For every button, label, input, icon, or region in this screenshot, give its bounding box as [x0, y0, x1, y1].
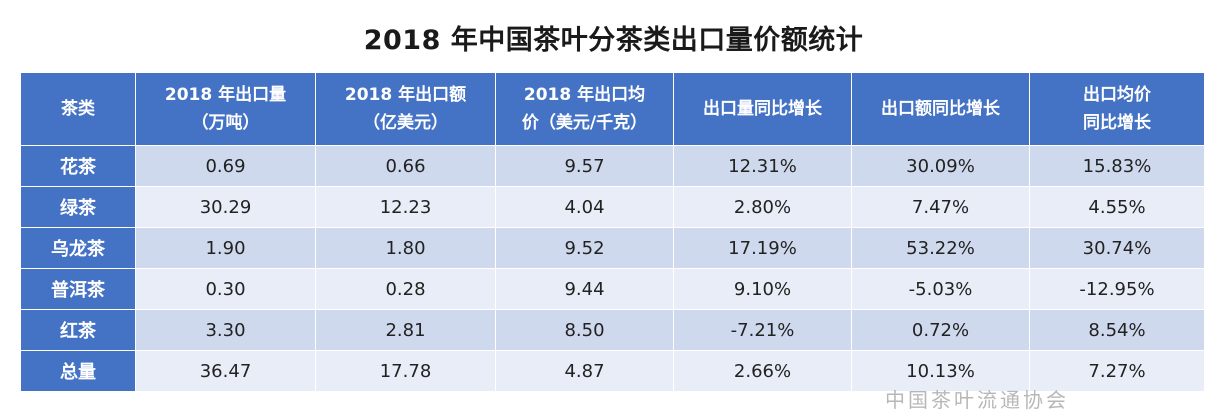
table-cell: -5.03% [851, 268, 1030, 310]
table-cell: 4.55% [1029, 186, 1205, 228]
column-header-label: 2018 年出口额 [344, 85, 467, 105]
column-header-label: 2018 年出口均 [523, 85, 646, 105]
table-cell: 8.54% [1029, 309, 1205, 351]
table-cell: 17.19% [673, 227, 852, 269]
table-cell: 9.57 [495, 145, 674, 187]
table-cell: 17.78 [315, 350, 496, 392]
table-cell: 0.69 [135, 145, 316, 187]
table-cell: 53.22% [851, 227, 1030, 269]
column-header-label: 价（美元/千克） [521, 113, 648, 133]
column-header-label: 茶类 [61, 99, 95, 119]
table-cell: 30.74% [1029, 227, 1205, 269]
tea-export-table: 茶类 2018 年出口量 （万吨） 2018 年出口额 （亿美元） 2018 年出口均 价（… [20, 72, 1205, 392]
table-cell: 9.10% [673, 268, 852, 310]
row-header: 绿茶 [20, 186, 136, 228]
column-header: 茶类 [20, 72, 136, 146]
table-cell: 2.66% [673, 350, 852, 392]
table-cell: 1.90 [135, 227, 316, 269]
page-title: 2018 年中国茶叶分茶类出口量价额统计 [363, 25, 864, 56]
table-cell: -12.95% [1029, 268, 1205, 310]
row-header: 乌龙茶 [20, 227, 136, 269]
table-cell: 10.13% [851, 350, 1030, 392]
row-header: 红茶 [20, 309, 136, 351]
table-cell: 7.27% [1029, 350, 1205, 392]
row-header: 普洱茶 [20, 268, 136, 310]
table-cell: 4.04 [495, 186, 674, 228]
column-header-label: 出口量同比增长 [703, 99, 822, 119]
row-header: 花茶 [20, 145, 136, 187]
table-cell: 0.30 [135, 268, 316, 310]
column-header: 2018 年出口量 （万吨） [135, 72, 316, 146]
table-cell: 12.31% [673, 145, 852, 187]
table-cell: 30.09% [851, 145, 1030, 187]
column-header-label: 同比增长 [1083, 113, 1151, 133]
table-cell: 0.28 [315, 268, 496, 310]
column-header-label: （亿美元） [363, 113, 448, 133]
table-cell: 12.23 [315, 186, 496, 228]
column-header: 2018 年出口均 价（美元/千克） [495, 72, 674, 146]
table-cell: 7.47% [851, 186, 1030, 228]
column-header: 出口额同比增长 [851, 72, 1030, 146]
column-header-label: 出口额同比增长 [881, 99, 1000, 119]
table-row: 总量 36.47 17.78 4.87 2.66% 10.13% 7.27% [20, 350, 1205, 392]
column-header-label: 出口均价 [1083, 85, 1151, 105]
table-row: 普洱茶 0.30 0.28 9.44 9.10% -5.03% -12.95% [20, 268, 1205, 310]
column-header-label: 2018 年出口量 [164, 85, 287, 105]
column-header-label: （万吨） [191, 113, 260, 133]
table-cell: 0.66 [315, 145, 496, 187]
table-cell: 9.52 [495, 227, 674, 269]
table-cell: 2.80% [673, 186, 852, 228]
column-header: 2018 年出口额 （亿美元） [315, 72, 496, 146]
header-row: 茶类 2018 年出口量 （万吨） 2018 年出口额 （亿美元） 2018 年出口均 价（… [20, 72, 1205, 146]
table-cell: 3.30 [135, 309, 316, 351]
table-cell: 2.81 [315, 309, 496, 351]
table-row: 绿茶 30.29 12.23 4.04 2.80% 7.47% 4.55% [20, 186, 1205, 228]
table-cell: 9.44 [495, 268, 674, 310]
table-row: 花茶 0.69 0.66 9.57 12.31% 30.09% 15.83% [20, 145, 1205, 187]
column-header: 出口均价 同比增长 [1029, 72, 1205, 146]
table-cell: 15.83% [1029, 145, 1205, 187]
table-cell: 1.80 [315, 227, 496, 269]
row-header: 总量 [20, 350, 136, 392]
table-header: 茶类 2018 年出口量 （万吨） 2018 年出口额 （亿美元） 2018 年出口均 价（… [20, 72, 1205, 146]
watermark: 中国茶叶流通协会 [885, 388, 1069, 412]
table-cell: 4.87 [495, 350, 674, 392]
table-body: 花茶 0.69 0.66 9.57 12.31% 30.09% 15.83% 绿茶 30.29 1… [20, 145, 1205, 392]
table-cell: 8.50 [495, 309, 674, 351]
column-header: 出口量同比增长 [673, 72, 852, 146]
table-cell: 30.29 [135, 186, 316, 228]
table-cell: 0.72% [851, 309, 1030, 351]
table-row: 乌龙茶 1.90 1.80 9.52 17.19% 53.22% 30.74% [20, 227, 1205, 269]
table-cell: 36.47 [135, 350, 316, 392]
table-cell: -7.21% [673, 309, 852, 351]
table-row: 红茶 3.30 2.81 8.50 -7.21% 0.72% 8.54% [20, 309, 1205, 351]
